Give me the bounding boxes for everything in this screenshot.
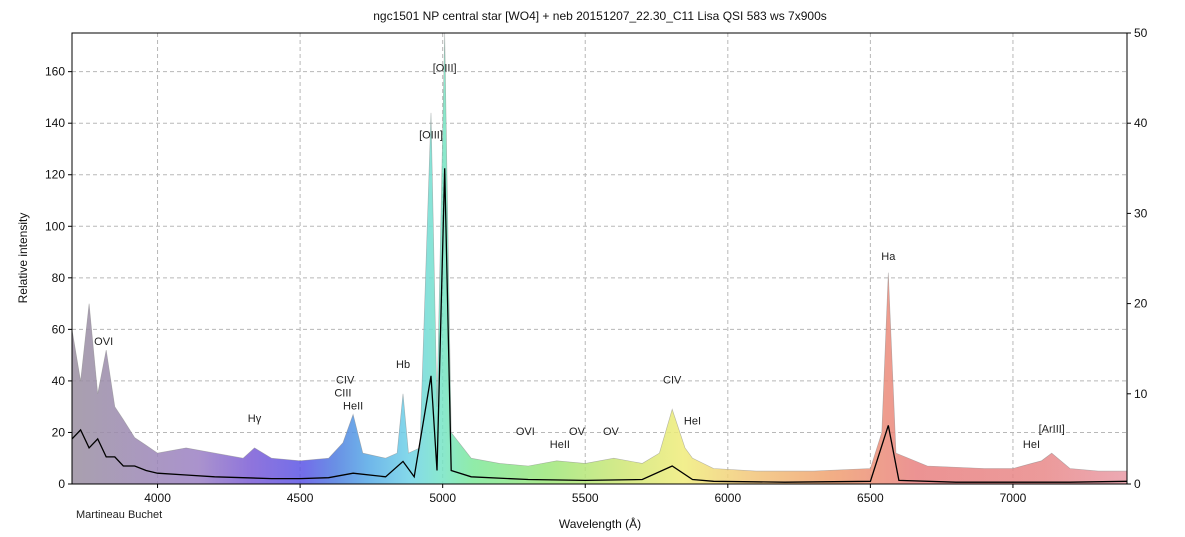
y2-tick-label-1: 10: [1134, 387, 1148, 401]
annotation-11: OV: [603, 426, 620, 438]
y2-tick-label-3: 30: [1134, 206, 1148, 220]
y2-tick-label-5: 50: [1134, 26, 1148, 40]
series-1-line: [72, 168, 1127, 483]
y-tick-label-5: 100: [45, 219, 65, 233]
annotation-5: Hb: [396, 359, 410, 371]
x-axis-label: Wavelength (Å): [559, 516, 641, 531]
y-tick-label-4: 80: [52, 271, 66, 285]
x-ticks: 4000 4500 5000 5500 6000 6500 7000: [144, 484, 1027, 505]
y2-tick-label-0: 0: [1134, 477, 1141, 491]
annotation-9: HeII: [550, 439, 570, 451]
plot-frame: [71, 32, 1128, 485]
x-tick-label-3: 5500: [572, 491, 599, 505]
annotation-2: CIV: [336, 374, 355, 386]
x-tick-label-1: 4500: [287, 491, 314, 505]
y-tick-label-3: 60: [52, 322, 66, 336]
chart-title: ngc1501 NP central star [WO4] + neb 2015…: [373, 9, 827, 23]
credit-text: Martineau Buchet: [76, 509, 162, 521]
annotation-4: HeII: [343, 400, 363, 412]
annotation-3: CIII: [334, 387, 351, 399]
annotation-15: HeI: [1023, 439, 1040, 451]
y-tick-label-1: 20: [52, 425, 66, 439]
y-tick-label-0: 0: [58, 477, 65, 491]
annotation-16: [ArIII]: [1039, 423, 1065, 435]
x-tick-label-2: 5000: [429, 491, 456, 505]
annotation-12: CIV: [663, 374, 682, 386]
y-ticks: 0 20 40 60 80 100 120 140 160: [45, 65, 72, 491]
x-tick-label-6: 7000: [1000, 491, 1027, 505]
annotation-13: HeI: [684, 416, 701, 428]
annotation-7: [OIII]: [433, 63, 457, 75]
series-0-area: [72, 33, 1127, 484]
spectrum-fill-layer: [72, 33, 1127, 484]
grid: [72, 33, 1127, 484]
spectrum-line-layer: [72, 168, 1127, 483]
y-axis-label: Relative intensity: [16, 213, 30, 304]
x-tick-label-4: 6000: [714, 491, 741, 505]
y-tick-label-8: 160: [45, 65, 65, 79]
x-tick-label-0: 4000: [144, 491, 171, 505]
x-tick-label-5: 6500: [857, 491, 884, 505]
annotation-1: Hγ: [248, 413, 262, 425]
annotation-8: OVI: [516, 426, 535, 438]
y2-tick-label-4: 40: [1134, 116, 1148, 130]
annotation-0: OVI: [94, 336, 113, 348]
y-tick-label-6: 120: [45, 168, 65, 182]
y-tick-label-2: 40: [52, 374, 66, 388]
annotation-6: [OIII]: [419, 130, 443, 142]
annotation-14: Ha: [881, 251, 896, 263]
y-tick-label-7: 140: [45, 116, 65, 130]
annotation-10: OV: [569, 426, 586, 438]
y2-ticks: 0 10 20 30 40 50: [1127, 26, 1148, 491]
y2-tick-label-2: 20: [1134, 297, 1148, 311]
